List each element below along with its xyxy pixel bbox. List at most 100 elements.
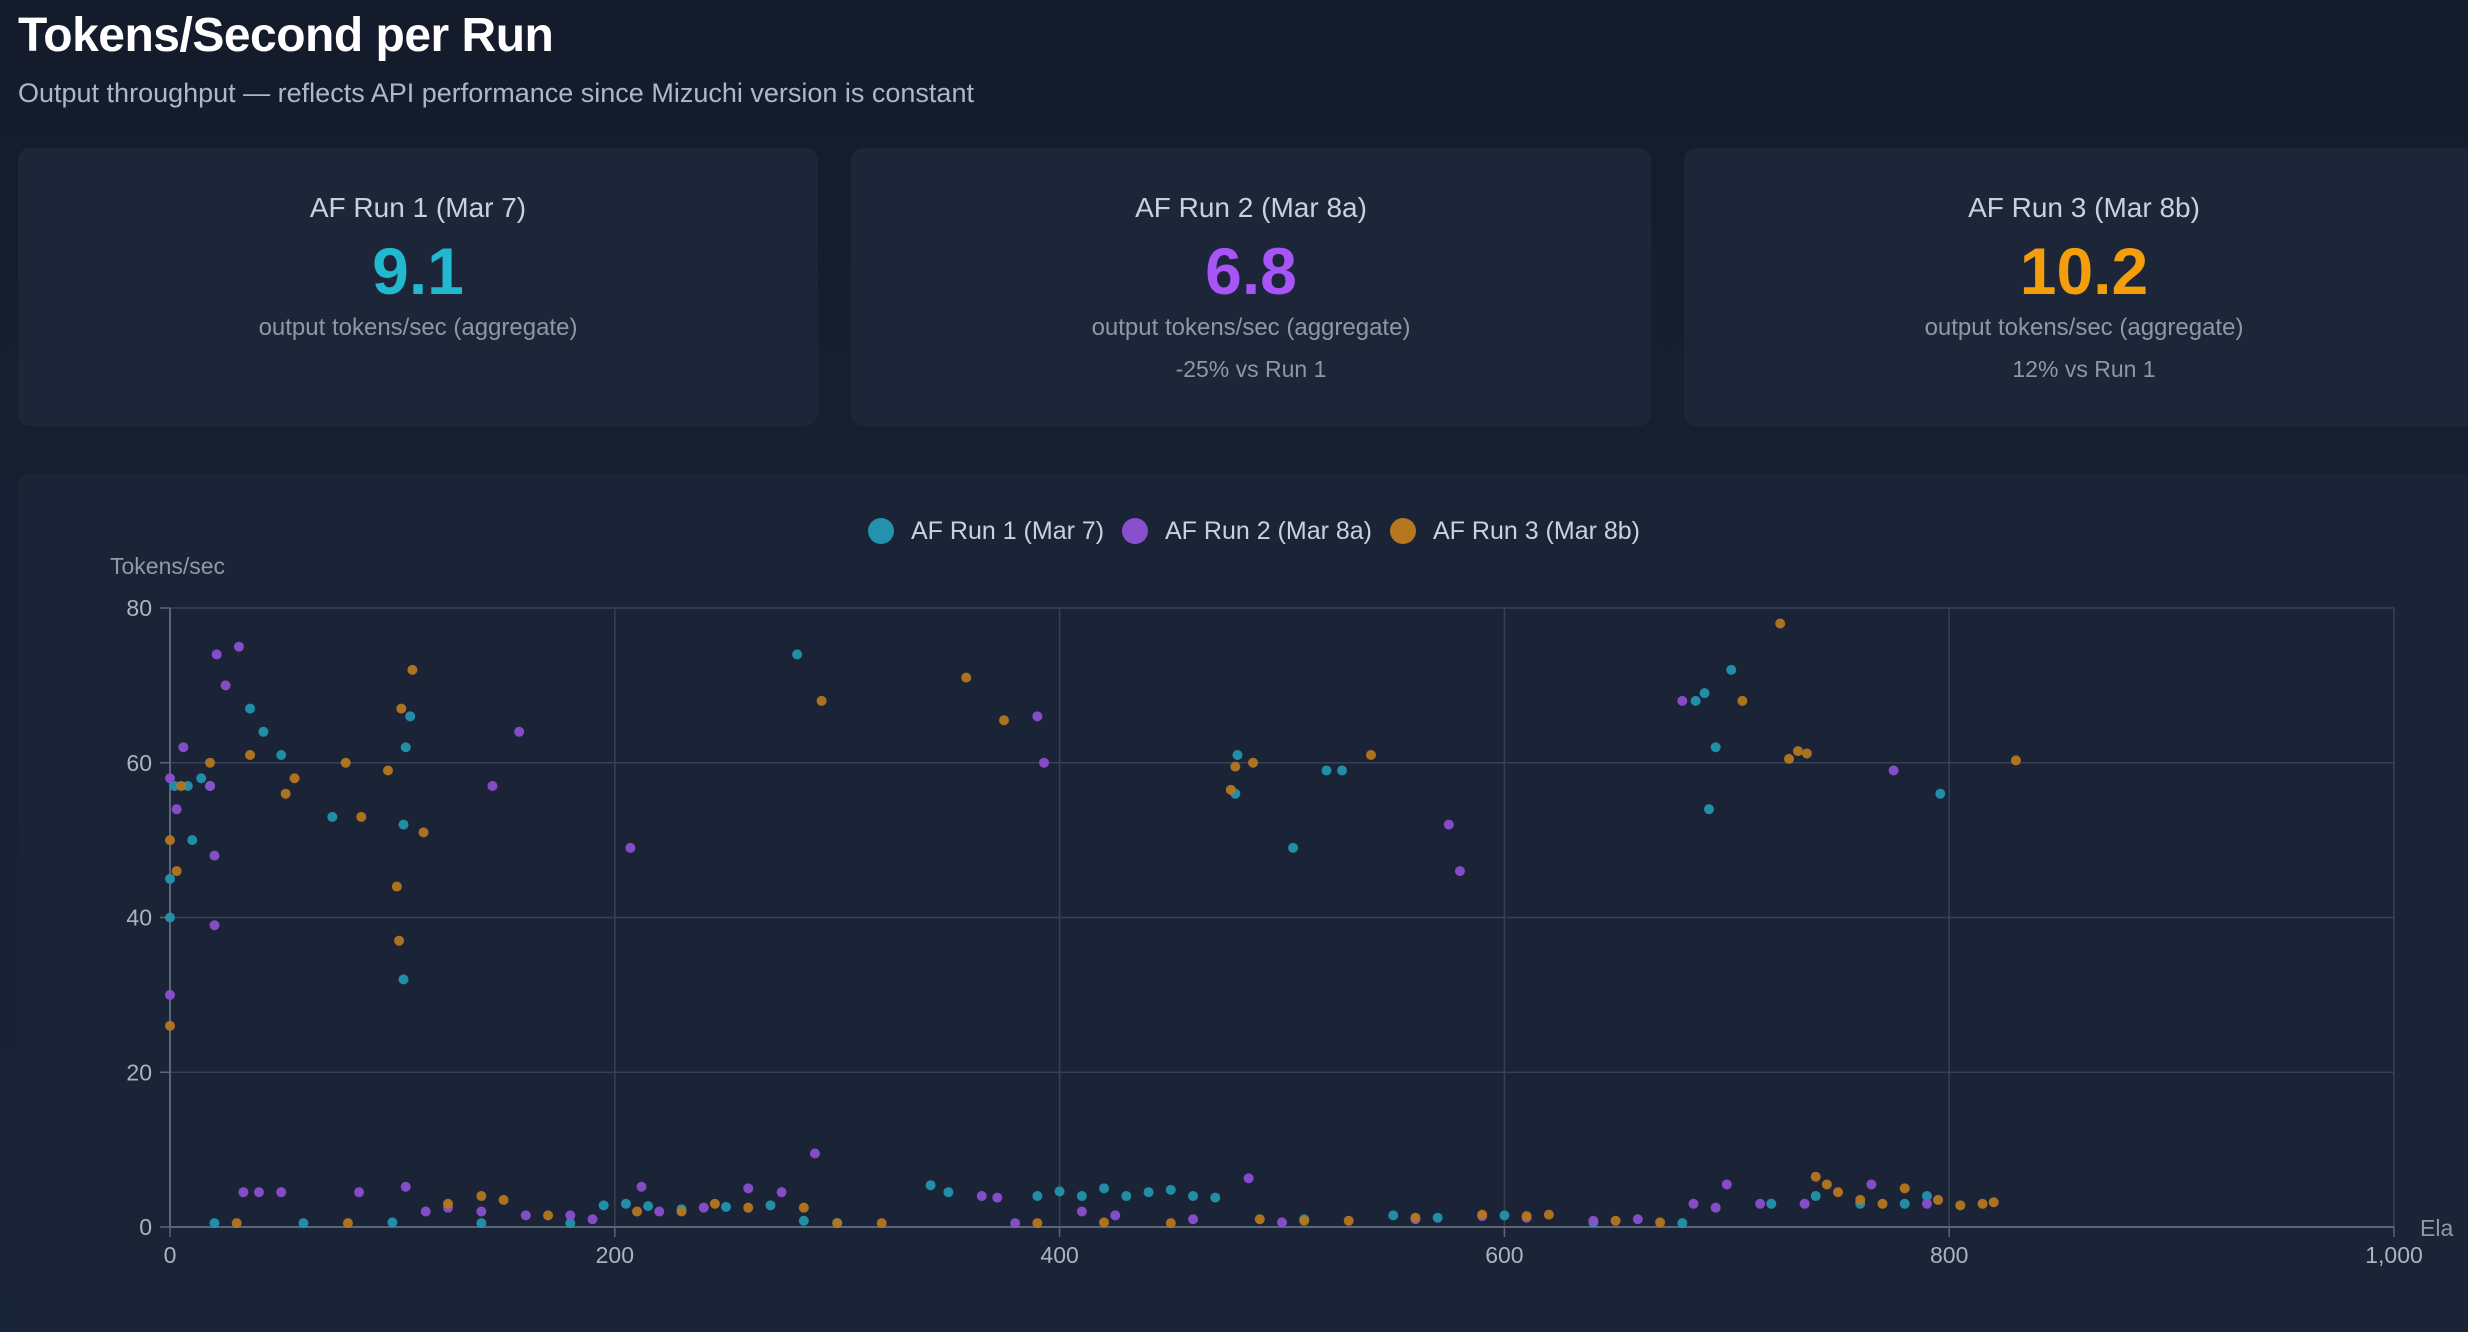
data-point-run2 — [565, 1210, 576, 1221]
x-tick-label: 1,000 — [2365, 1242, 2423, 1268]
data-point-run3 — [418, 827, 429, 838]
data-point-run2 — [587, 1214, 598, 1225]
data-point-run2 — [1866, 1179, 1877, 1190]
data-point-run2 — [1721, 1179, 1732, 1190]
data-point-run3 — [709, 1198, 720, 1209]
data-point-run2 — [809, 1148, 820, 1159]
data-point-run1 — [643, 1201, 654, 1212]
data-point-run1 — [765, 1200, 776, 1211]
data-point-run1 — [1899, 1198, 1910, 1209]
run2-card-delta: -25% vs Run 1 — [1175, 356, 1327, 382]
data-point-run1 — [1710, 742, 1721, 753]
data-point-run1 — [1210, 1192, 1221, 1203]
data-point-run1 — [1232, 750, 1243, 761]
run3-card-value: 10.2 — [2019, 234, 2149, 308]
summary-cards: AF Run 1 (Mar 7) 9.1 output tokens/sec (… — [18, 148, 2468, 428]
data-point-run3 — [2010, 755, 2021, 766]
x-tick-label: 600 — [1485, 1242, 1523, 1268]
data-point-run1 — [276, 750, 287, 761]
data-point-run1 — [476, 1218, 487, 1229]
data-point-run2 — [743, 1183, 754, 1194]
data-point-run1 — [1099, 1183, 1110, 1194]
data-point-run1 — [196, 773, 207, 784]
data-point-run1 — [209, 1218, 220, 1229]
data-point-run1 — [398, 819, 409, 830]
data-point-run3 — [391, 881, 402, 892]
data-point-run3 — [1343, 1215, 1354, 1226]
data-point-run1 — [165, 873, 175, 884]
data-point-run3 — [280, 788, 291, 799]
data-point-run3 — [1792, 746, 1803, 757]
page-title: Tokens/Second per Run — [18, 9, 554, 62]
run3-card-sub: output tokens/sec (aggregate) — [1924, 314, 2244, 341]
data-point-run3 — [340, 757, 351, 768]
data-point-run3 — [676, 1206, 687, 1217]
data-point-run3 — [1165, 1218, 1176, 1229]
data-point-run1 — [387, 1217, 398, 1228]
data-point-run3 — [961, 672, 972, 683]
data-point-run2 — [1688, 1198, 1699, 1209]
data-point-run1 — [1288, 842, 1299, 853]
data-point-run2 — [1076, 1206, 1087, 1217]
data-point-run1 — [405, 711, 416, 722]
data-point-run3 — [1810, 1171, 1821, 1182]
data-point-run3 — [743, 1202, 754, 1213]
data-point-run3 — [1988, 1197, 1999, 1208]
data-point-run1 — [1704, 804, 1715, 815]
run2-card-label: AF Run 2 (Mar 8a) — [1135, 192, 1367, 223]
data-point-run2 — [1710, 1202, 1721, 1213]
legend-marker — [1390, 518, 1416, 544]
data-point-run1 — [1321, 765, 1332, 776]
data-point-run3 — [407, 664, 418, 675]
data-point-run1 — [1054, 1186, 1065, 1197]
x-tick-label: 400 — [1040, 1242, 1078, 1268]
run2-card: AF Run 2 (Mar 8a) 6.8 output tokens/sec … — [851, 148, 1651, 426]
data-point-run3 — [1784, 753, 1795, 764]
data-point-run2 — [1588, 1215, 1599, 1226]
data-point-run2 — [220, 680, 231, 691]
data-point-run1 — [1143, 1187, 1154, 1198]
data-point-run3 — [1365, 750, 1376, 761]
data-point-run1 — [1690, 695, 1701, 706]
x-tick-label: 0 — [164, 1242, 177, 1268]
data-point-run3 — [1254, 1214, 1265, 1225]
data-point-run2 — [1039, 757, 1050, 768]
data-point-run2 — [1755, 1198, 1766, 1209]
data-point-run3 — [999, 715, 1009, 726]
page-subtitle: Output throughput — reflects API perform… — [18, 78, 974, 108]
data-point-run1 — [1076, 1191, 1087, 1202]
data-point-run2 — [1632, 1214, 1643, 1225]
data-point-run1 — [1432, 1212, 1443, 1223]
data-point-run2 — [165, 773, 175, 784]
data-point-run3 — [1955, 1200, 1966, 1211]
data-point-run1 — [1810, 1191, 1821, 1202]
run1-card-sub: output tokens/sec (aggregate) — [258, 314, 578, 341]
data-point-run1 — [1499, 1210, 1510, 1221]
data-point-run2 — [1010, 1218, 1021, 1229]
data-point-run3 — [245, 750, 256, 761]
data-point-run3 — [394, 935, 405, 946]
data-point-run3 — [816, 695, 827, 706]
data-point-run2 — [420, 1206, 431, 1217]
data-point-run3 — [165, 835, 175, 846]
data-point-run3 — [1610, 1215, 1621, 1226]
data-point-run3 — [498, 1194, 509, 1205]
data-point-run3 — [1477, 1209, 1488, 1220]
data-point-run2 — [1799, 1198, 1810, 1209]
data-point-run1 — [187, 835, 198, 846]
data-point-run1 — [1388, 1210, 1399, 1221]
data-point-run2 — [976, 1191, 987, 1202]
y-tick-label: 0 — [139, 1214, 152, 1240]
data-point-run1 — [1121, 1191, 1132, 1202]
legend-label: AF Run 3 (Mar 8b) — [1433, 517, 1640, 545]
run1-card-label: AF Run 1 (Mar 7) — [309, 192, 527, 223]
data-point-run3 — [1977, 1198, 1988, 1209]
data-point-run3 — [1821, 1179, 1832, 1190]
run3-card-label: AF Run 3 (Mar 8b) — [1968, 192, 2200, 223]
data-point-run3 — [205, 757, 216, 768]
legend-marker — [1122, 518, 1148, 544]
data-point-run2 — [1443, 819, 1454, 830]
scatter-chart: 0 200 400 600 800 1,000 0 20 40 60 80 Tokens/sec Ela… — [110, 517, 2453, 1268]
x-axis-title: Ela — [2420, 1215, 2453, 1241]
run3-card: AF Run 3 (Mar 8b) 10.2 output tokens/sec… — [1684, 148, 2468, 426]
